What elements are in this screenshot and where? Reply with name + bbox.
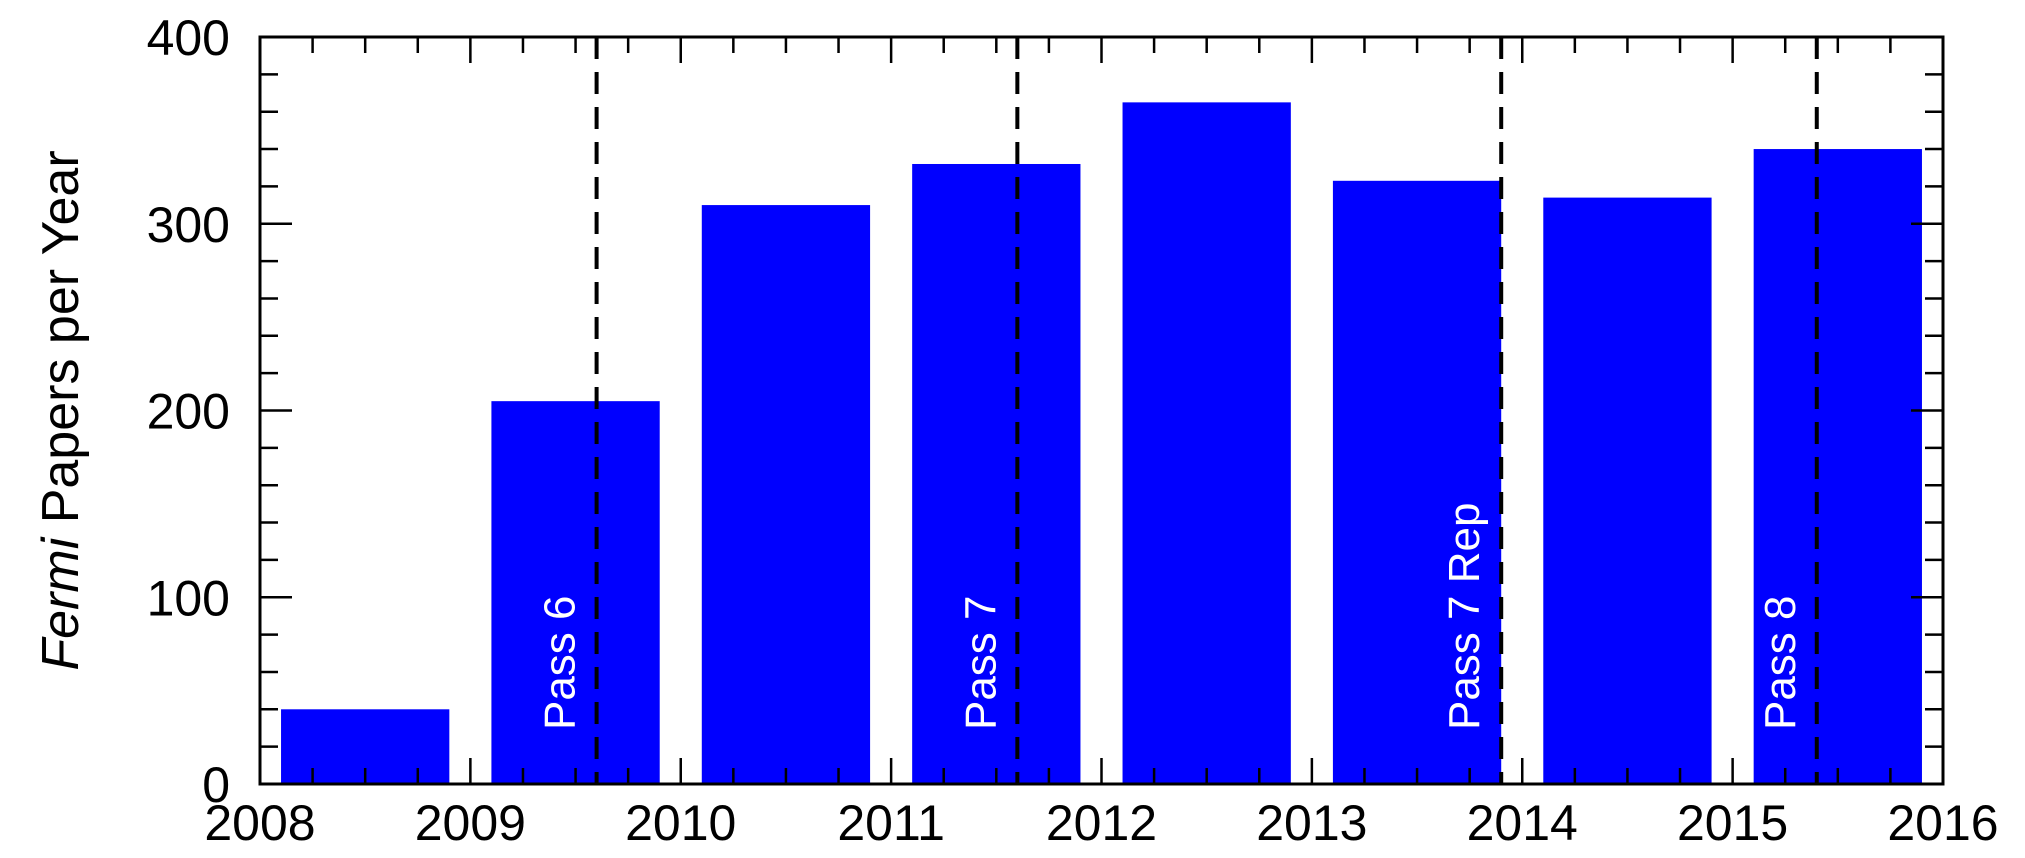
y-axis-title-rest: Papers per Year [32, 150, 90, 537]
bar-2014 [1543, 197, 1712, 785]
x-tick-label: 2010 [625, 795, 736, 851]
bar-2013 [1332, 180, 1502, 785]
bar-2012 [1122, 102, 1291, 785]
y-tick-label: 100 [147, 570, 230, 626]
y-tick-label: 0 [202, 757, 230, 813]
y-axis-title: Fermi Papers per Year [32, 150, 90, 670]
y-tick-label: 400 [147, 10, 230, 66]
y-axis-title-italic: Fermi [32, 536, 90, 670]
x-tick-label: 2008 [204, 795, 315, 851]
x-tick-label: 2012 [1046, 795, 1157, 851]
x-tick-label: 2016 [1887, 795, 1998, 851]
x-tick-label: 2009 [415, 795, 526, 851]
annotation-label-3: Pass 7 Rep [1440, 503, 1489, 730]
annotations-layer: Pass 6 Pass 7 Pass 7 Rep Pass 8 [536, 37, 1819, 784]
bar-2010 [701, 205, 871, 784]
x-tick-label: 2011 [837, 795, 945, 851]
x-tick-label: 2013 [1256, 795, 1367, 851]
x-tick-label: 2015 [1677, 795, 1788, 851]
bar-2011 [912, 163, 1081, 785]
annotation-label-2: Pass 7 [956, 595, 1005, 730]
annotation-label-1: Pass 6 [536, 595, 585, 730]
y-tick-label: 200 [147, 384, 230, 440]
bars-layer [281, 102, 1922, 785]
bar-2015 [1753, 149, 1922, 785]
x-tick-label: 2014 [1467, 795, 1578, 851]
tick-labels-layer: 2008 2009 2010 2011 2012 2013 2014 2015 2016 0 100… [147, 10, 1999, 851]
annotation-label-4: Pass 8 [1756, 595, 1805, 730]
y-tick-label: 300 [147, 197, 230, 253]
ticks-layer [258, 35, 1945, 786]
plot-frame [258, 35, 1945, 786]
bar-2009 [491, 401, 660, 784]
